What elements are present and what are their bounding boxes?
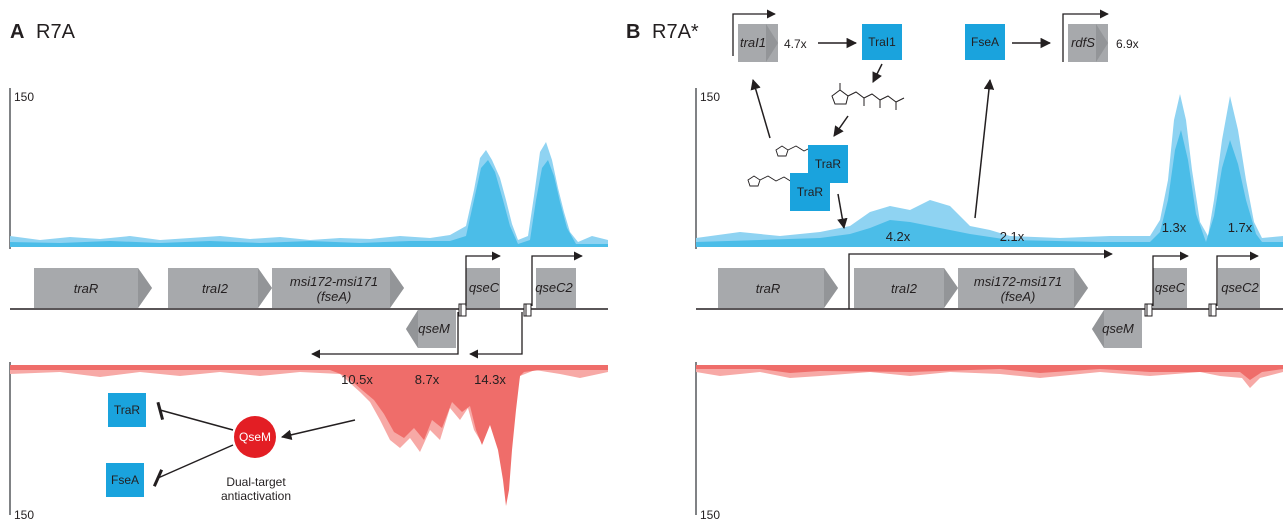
inhibition-line-traR — [159, 409, 234, 431]
gene-label-qseC2: qseC2 — [535, 280, 573, 295]
panel-b-red-coverage-dark — [696, 365, 1283, 380]
fold-change: 14.3x — [474, 372, 506, 387]
fold-change: 4.2x — [886, 229, 911, 244]
gene-label-traR: traR — [756, 281, 781, 296]
protein-label-traR-1: TraR — [815, 157, 842, 171]
panel-b-letter: B — [626, 21, 640, 43]
gene-rdfS: rdfS — [1068, 24, 1108, 62]
gene-label-fseA: (fseA) — [317, 289, 352, 304]
panel-a-gene-qseC: qseC — [466, 268, 500, 308]
ahl-molecule-icon — [831, 83, 905, 110]
gene-traI1: traI1 — [738, 24, 778, 62]
fold-change-traI1: 4.7x — [784, 37, 807, 51]
protein-label-traR-2: TraR — [797, 185, 824, 199]
panel-b: B R7A* 150 150 traR traI2 msi172-msi17 — [626, 9, 1283, 522]
gene-label-msi: msi172-msi171 — [290, 274, 378, 289]
panel-b-strain: R7A* — [652, 21, 699, 43]
panel-b-gene-traI2: traI2 — [854, 268, 958, 308]
panel-a-red-coverage-dark — [10, 365, 608, 506]
panel-b-gene-qseM: qseM — [1092, 310, 1142, 348]
gene-label-qseM: qseM — [418, 321, 450, 336]
protein-box-fseA — [106, 463, 144, 497]
arrow-to-fseA — [974, 78, 995, 219]
operator-box — [1144, 303, 1153, 317]
fold-change: 8.7x — [415, 372, 440, 387]
panel-b-gene-qseC2: qseC2 — [1218, 268, 1260, 308]
fold-change: 10.5x — [341, 372, 373, 387]
fold-change-rdfS: 6.9x — [1116, 37, 1139, 51]
panel-a-top-axis-max: 150 — [14, 90, 34, 104]
qsem-arrow — [280, 419, 356, 440]
gene-label-traI2: traI2 — [202, 281, 229, 296]
operator-box — [523, 303, 532, 317]
arrow-traR-to-traI1 — [750, 78, 771, 139]
promoter-arrow-qseC — [465, 251, 501, 306]
promoter-arrow-traR-operon — [848, 249, 1113, 309]
protein-box-traR — [108, 393, 146, 427]
gene-label-qseC: qseC — [469, 280, 500, 295]
arrow-traI1-to-ahl — [872, 63, 883, 83]
gene-label-traR: traR — [74, 281, 99, 296]
fold-change: 2.1x — [1000, 229, 1025, 244]
promoter-arrow-qseC2 — [1216, 251, 1259, 306]
protein-box-traR-2 — [790, 173, 830, 211]
panel-a-gene-qseC2: qseC2 — [535, 268, 576, 308]
panel-a-blue-coverage-light — [10, 142, 608, 247]
promoter-arrow-qseC2 — [531, 251, 583, 306]
gene-label-qseC2: qseC2 — [1221, 280, 1259, 295]
caption-line-1: Dual-target — [226, 475, 286, 489]
panel-a-gene-traR: traR — [34, 268, 152, 308]
panel-a-gene-qseM: qseM — [406, 310, 456, 348]
panel-b-gene-msi172-msi171: msi172-msi171 (fseA) — [958, 268, 1088, 308]
protein-label-fseA-b: FseA — [971, 35, 999, 49]
fold-change: 1.3x — [1162, 220, 1187, 235]
promoter-arrow-reverse-1 — [311, 312, 459, 359]
protein-box-traI1 — [862, 24, 902, 60]
panel-a-strain: R7A — [36, 21, 76, 43]
promoter-arrow-reverse-2 — [469, 312, 523, 359]
fold-change: 1.7x — [1228, 220, 1253, 235]
gene-label-traI2: traI2 — [891, 281, 918, 296]
gene-label-qseC: qseC — [1155, 280, 1186, 295]
protein-label-traI1: TraI1 — [868, 35, 896, 49]
operator-box — [458, 303, 467, 317]
protein-box-fseA-b — [965, 24, 1005, 60]
inhibition-bar — [152, 469, 164, 487]
caption-line-2: antiactivation — [221, 489, 291, 503]
panel-a-letter: A — [10, 21, 24, 43]
panel-b-bottom-axis-max: 150 — [700, 508, 720, 522]
arrow-traR-to-promoter — [837, 193, 848, 230]
panel-b-blue-coverage-dark — [696, 130, 1283, 247]
inhibition-bar — [156, 401, 165, 421]
panel-b-gene-qseC: qseC — [1153, 268, 1187, 308]
qsem-circle — [234, 416, 276, 458]
protein-label-fseA: FseA — [111, 473, 139, 487]
promoter-arrow-rdfS — [1062, 9, 1109, 62]
gene-label-traI1: traI1 — [740, 35, 766, 50]
promoter-arrow-qseC — [1152, 251, 1189, 306]
arrow-ahl-to-traR — [833, 115, 849, 137]
panel-a-gene-msi172-msi171: msi172-msi171 (fseA) — [272, 268, 404, 308]
inhibition-line-fseA — [157, 444, 234, 479]
panel-a-blue-coverage-dark — [10, 160, 608, 247]
gene-label-rdfS: rdfS — [1071, 35, 1095, 50]
panel-a: A R7A 150 150 traR traI2 msi172-msi171 — [9, 21, 608, 522]
panel-b-top-axis-max: 150 — [700, 90, 720, 104]
panel-a-bottom-axis-max: 150 — [14, 508, 34, 522]
gene-label-qseM: qseM — [1102, 321, 1134, 336]
promoter-arrow-traI1 — [732, 9, 776, 56]
panel-a-gene-traI2: traI2 — [168, 268, 272, 308]
gene-label-msi: msi172-msi171 — [974, 274, 1062, 289]
operator-box — [1208, 303, 1217, 317]
qsem-label: QseM — [239, 430, 271, 444]
protein-label-traR: TraR — [114, 403, 141, 417]
panel-b-gene-traR: traR — [718, 268, 838, 308]
gene-label-fseA: (fseA) — [1001, 289, 1036, 304]
